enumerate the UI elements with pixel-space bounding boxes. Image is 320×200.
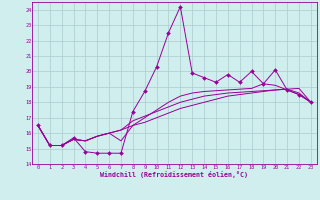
X-axis label: Windchill (Refroidissement éolien,°C): Windchill (Refroidissement éolien,°C) xyxy=(100,171,248,178)
